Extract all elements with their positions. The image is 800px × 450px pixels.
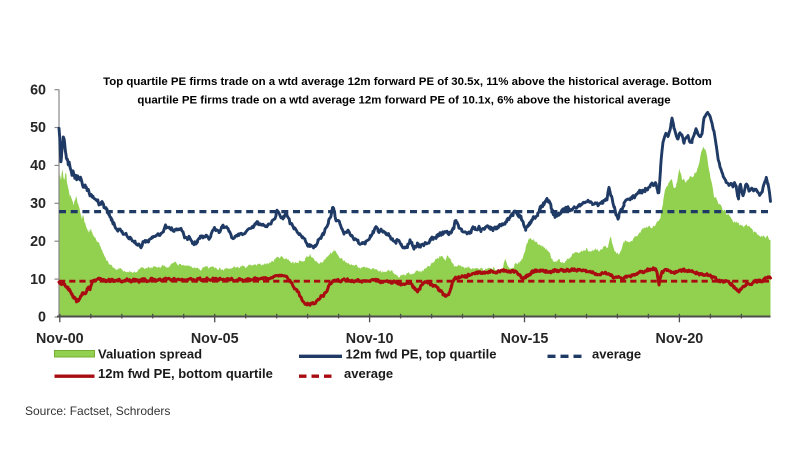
svg-text:10: 10: [30, 272, 46, 288]
svg-text:12m fwd PE, bottom quartile: 12m fwd PE, bottom quartile: [98, 366, 273, 381]
svg-text:60: 60: [30, 82, 46, 98]
svg-text:12m fwd PE, top quartile: 12m fwd PE, top quartile: [346, 347, 497, 362]
svg-text:20: 20: [30, 234, 46, 250]
svg-text:quartile PE firms trade on a w: quartile PE firms trade on a wtd average…: [137, 95, 670, 107]
svg-text:Nov-20: Nov-20: [656, 331, 704, 347]
svg-text:average: average: [592, 347, 641, 362]
svg-text:Source: Factset, Schroders: Source: Factset, Schroders: [25, 404, 170, 418]
svg-text:Valuation spread: Valuation spread: [98, 347, 202, 362]
svg-text:Nov-15: Nov-15: [501, 331, 549, 347]
svg-text:Nov-10: Nov-10: [346, 331, 394, 347]
svg-text:30: 30: [30, 196, 46, 212]
svg-text:Nov-00: Nov-00: [36, 331, 84, 347]
svg-text:40: 40: [30, 158, 46, 174]
svg-text:50: 50: [30, 120, 46, 136]
svg-text:Top quartile PE firms trade on: Top quartile PE firms trade on a wtd ave…: [103, 76, 712, 88]
svg-text:average: average: [344, 366, 393, 381]
svg-text:0: 0: [38, 310, 46, 326]
svg-text:Nov-05: Nov-05: [191, 331, 239, 347]
